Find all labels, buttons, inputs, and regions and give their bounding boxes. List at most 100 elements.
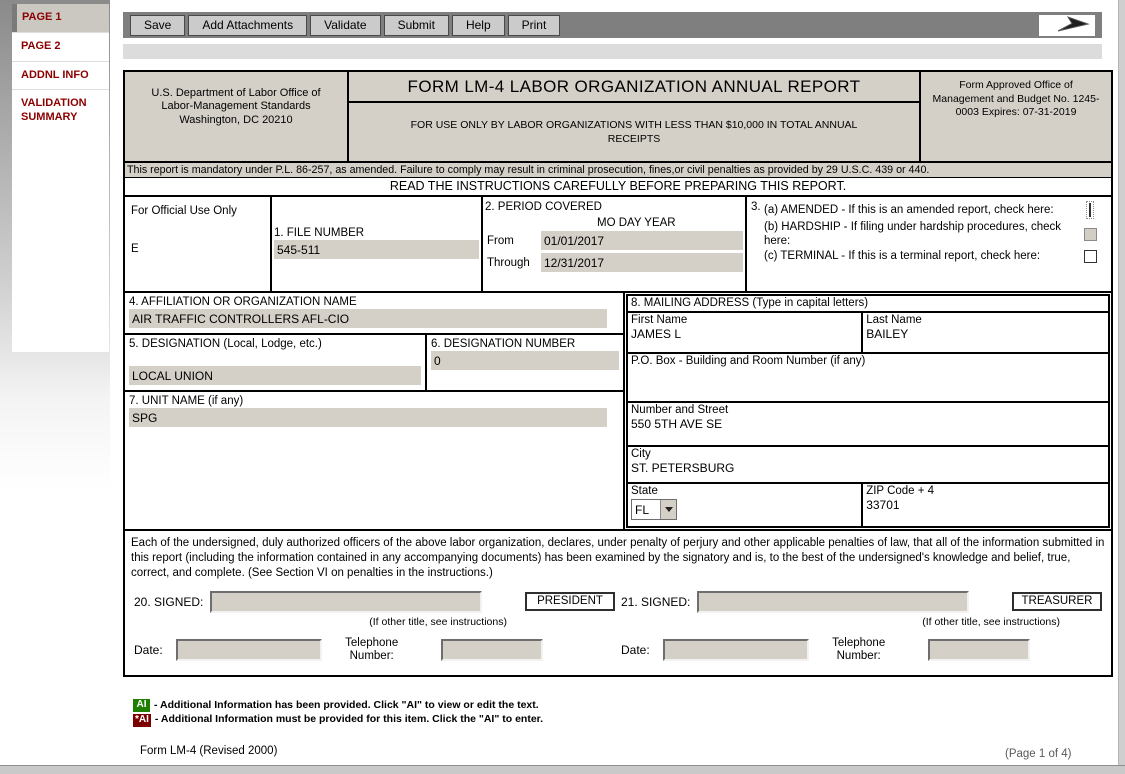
form-header: U.S. Department of Labor Office of Labor… xyxy=(125,72,1111,163)
help-button[interactable]: Help xyxy=(451,14,505,36)
phone-21-input[interactable] xyxy=(927,639,1030,662)
period-through-input[interactable] xyxy=(541,253,743,272)
print-button[interactable]: Print xyxy=(507,14,561,36)
validate-button[interactable]: Validate xyxy=(310,14,381,36)
submit-button[interactable]: Submit xyxy=(383,14,449,36)
ai-provided-badge: AI xyxy=(133,699,150,713)
period-format-label: MO DAY YEAR xyxy=(597,217,676,229)
mandatory-notice: This report is mandatory under P.L. 86-2… xyxy=(125,163,1111,178)
phone-20-input[interactable] xyxy=(440,639,543,662)
form-revision-footer: Form LM-4 (Revised 2000) xyxy=(140,745,278,757)
last-name-label: Last Name xyxy=(866,314,922,326)
form-title: FORM LM-4 LABOR ORGANIZATION ANNUAL REPO… xyxy=(349,72,919,103)
street-cell: Number and Street 550 5TH AVE SE xyxy=(628,403,1108,447)
street-label: Number and Street xyxy=(631,404,729,416)
vertical-scrollbar[interactable] xyxy=(1118,0,1125,774)
zip-value: 33701 xyxy=(866,498,900,512)
sidebar-item-page1[interactable]: PAGE 1 xyxy=(12,4,109,32)
toolbar-sub-strip xyxy=(123,44,1102,59)
first-name-label: First Name xyxy=(631,314,688,326)
signed-21-label: 21. SIGNED: xyxy=(621,594,691,609)
other-title-note-left: (If other title, see instructions) xyxy=(369,615,507,628)
file-number-cell: 1. FILE NUMBER xyxy=(272,197,483,291)
item3-cell: 3. (a) AMENDED - If this is an amended r… xyxy=(747,197,1111,291)
affiliation-cell: 4. AFFILIATION OR ORGANIZATION NAME xyxy=(125,293,623,335)
signed-20-input[interactable] xyxy=(210,590,483,613)
chevron-down-icon[interactable] xyxy=(660,500,676,519)
affiliation-input[interactable] xyxy=(129,309,607,328)
date-21-label: Date: xyxy=(621,643,650,658)
file-number-label: 1. FILE NUMBER xyxy=(274,227,365,239)
city-cell: City ST. PETERSBURG xyxy=(628,447,1108,484)
date-20-input[interactable] xyxy=(175,639,322,662)
item3b-label: (b) HARDSHIP - If filing under hardship … xyxy=(764,221,1062,248)
items-1-3-row: For Official Use Only E 1. FILE NUMBER 2… xyxy=(125,197,1111,293)
official-use-code: E xyxy=(131,243,139,255)
first-name-cell: First Name JAMES L xyxy=(628,313,864,352)
designation-input[interactable] xyxy=(129,366,421,385)
horizontal-scrollbar[interactable] xyxy=(0,765,1125,774)
treasurer-title-box[interactable]: TREASURER xyxy=(1012,592,1102,612)
instructions-notice: READ THE INSTRUCTIONS CAREFULLY BEFORE P… xyxy=(125,178,1111,197)
omb-approval-block: Form Approved Office of Management and B… xyxy=(919,72,1111,161)
mailing-address-block: 8. MAILING ADDRESS (Type in capital lett… xyxy=(626,294,1110,528)
toolbar: Save Add Attachments Validate Submit Hel… xyxy=(123,12,1102,38)
item3c-label: (c) TERMINAL - If this is a terminal rep… xyxy=(764,250,1041,263)
terminal-checkbox[interactable] xyxy=(1083,249,1097,263)
official-use-label: For Official Use Only xyxy=(131,205,237,217)
period-through-label: Through xyxy=(487,256,530,269)
zip-cell: ZIP Code + 4 33701 xyxy=(863,484,1108,526)
mailing-address-title: 8. MAILING ADDRESS (Type in capital lett… xyxy=(628,296,1108,313)
signed-20-label: 20. SIGNED: xyxy=(134,594,204,609)
affiliation-label: 4. AFFILIATION OR ORGANIZATION NAME xyxy=(129,296,357,308)
ai-required-text: - Additional Information must be provide… xyxy=(154,713,544,726)
ai-provided-text: - Additional Information has been provid… xyxy=(154,699,539,711)
designation-number-label: 6. DESIGNATION NUMBER xyxy=(431,338,576,350)
phone-21-label: Telephone Number: xyxy=(832,636,886,663)
state-label: State xyxy=(631,485,658,497)
period-from-label: From xyxy=(487,234,514,247)
amended-checkbox-focus-ring xyxy=(1086,201,1094,219)
send-arrow-button[interactable] xyxy=(1039,15,1095,36)
po-box-label: P.O. Box - Building and Room Number (if … xyxy=(631,355,866,367)
date-21-input[interactable] xyxy=(662,639,809,662)
period-covered-label: 2. PERIOD COVERED xyxy=(485,201,602,213)
form-lm4: U.S. Department of Labor Office of Labor… xyxy=(123,70,1113,678)
items-4-8-section: 4. AFFILIATION OR ORGANIZATION NAME 5. D… xyxy=(125,293,1111,531)
ai-required-badge: *AI xyxy=(133,713,151,727)
page-indicator: (Page 1 of 4) xyxy=(1005,748,1072,760)
period-from-input[interactable] xyxy=(541,231,743,250)
item3a-label: (a) AMENDED - If this is an amended repo… xyxy=(764,203,1054,216)
unit-name-input[interactable] xyxy=(129,408,607,427)
sidebar-item-page2[interactable]: PAGE 2 xyxy=(12,31,109,61)
form-subtitle: FOR USE ONLY BY LABOR ORGANIZATIONS WITH… xyxy=(410,118,858,145)
add-attachments-button[interactable]: Add Attachments xyxy=(188,14,308,36)
phone-20-label: Telephone Number: xyxy=(345,636,399,663)
sidebar-item-validation-summary[interactable]: VALIDATION SUMMARY xyxy=(12,89,109,132)
other-title-note-right: (If other title, see instructions) xyxy=(922,615,1060,628)
street-value: 550 5TH AVE SE xyxy=(631,417,723,431)
hardship-checkbox xyxy=(1083,227,1097,241)
zip-label: ZIP Code + 4 xyxy=(866,485,935,497)
state-select[interactable]: FL xyxy=(631,499,677,520)
president-title-box[interactable]: PRESIDENT xyxy=(525,592,615,612)
file-number-input[interactable] xyxy=(274,240,479,259)
designation-cell: 5. DESIGNATION (Local, Lodge, etc.) xyxy=(125,335,427,390)
item3-number: 3. xyxy=(751,201,761,213)
designation-number-input[interactable] xyxy=(431,351,619,370)
period-covered-cell: 2. PERIOD COVERED MO DAY YEAR From Throu… xyxy=(483,197,747,291)
save-button[interactable]: Save xyxy=(130,14,186,36)
amended-checkbox[interactable] xyxy=(1089,203,1091,217)
unit-name-cell: 7. UNIT NAME (if any) xyxy=(125,392,623,430)
sidebar-item-addnl-info[interactable]: ADDNL INFO xyxy=(12,60,109,90)
last-name-value: BAILEY xyxy=(866,327,909,341)
official-use-cell: For Official Use Only E xyxy=(125,197,272,291)
last-name-cell: Last Name BAILEY xyxy=(863,313,1108,352)
signed-21-input[interactable] xyxy=(697,590,970,613)
date-20-label: Date: xyxy=(134,643,163,658)
designation-label: 5. DESIGNATION (Local, Lodge, etc.) xyxy=(129,338,322,350)
unit-name-label: 7. UNIT NAME (if any) xyxy=(129,395,244,407)
first-name-value: JAMES L xyxy=(631,327,682,341)
designation-number-cell: 6. DESIGNATION NUMBER xyxy=(427,335,623,390)
ai-legend: AI - Additional Information has been pro… xyxy=(133,699,543,728)
